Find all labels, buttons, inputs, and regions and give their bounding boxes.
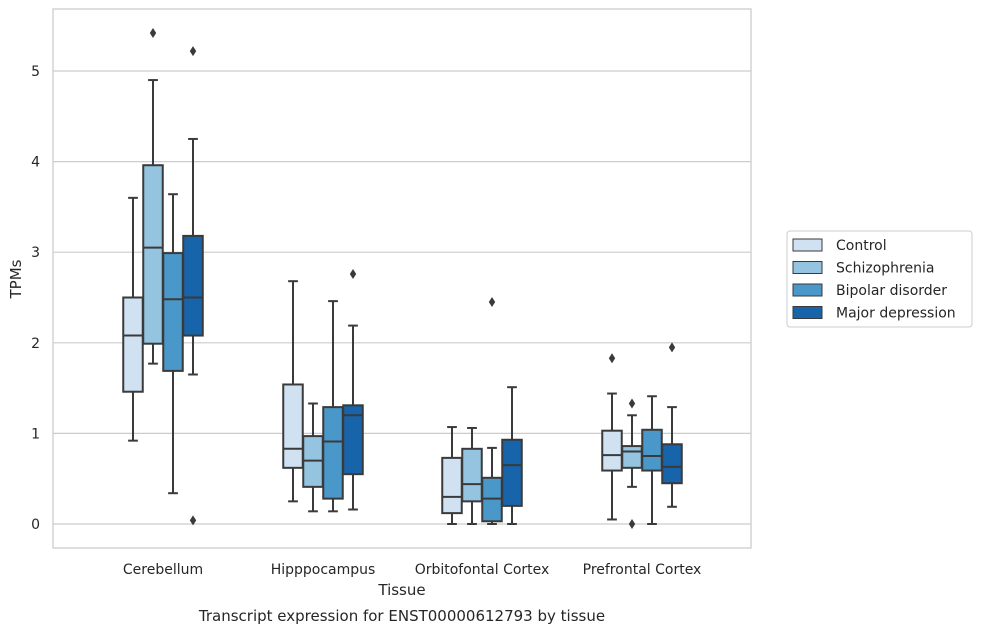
box-bipolar-disorder: [162, 193, 184, 495]
iqr-box: [641, 428, 663, 472]
iqr-box: [282, 383, 304, 469]
outlier-point: [488, 297, 496, 308]
x-tick-label: Cerebellum: [123, 562, 203, 578]
y-tick-label: 1: [31, 426, 40, 442]
x-tick-label: Orbitofontal Cortex: [415, 562, 550, 578]
legend-frame: [786, 230, 973, 328]
outlier-point: [149, 27, 157, 38]
outlier-point: [668, 342, 676, 353]
legend-label: Control: [836, 238, 887, 254]
iqr-box: [661, 443, 683, 485]
box-bipolar-disorder: [481, 297, 503, 525]
iqr-box: [182, 234, 204, 337]
y-tick-label: 2: [31, 336, 40, 352]
x-tick-label: Hipppocampus: [271, 562, 376, 578]
box-schizophrenia: [621, 398, 643, 529]
legend-label: Major depression: [836, 306, 956, 322]
box-schizophrenia: [142, 27, 164, 365]
legend-swatch: [792, 261, 823, 274]
box-major-depression: [182, 46, 204, 526]
iqr-box: [342, 404, 364, 476]
outlier-point: [608, 353, 616, 364]
iqr-box: [601, 429, 623, 472]
iqr-box: [322, 406, 344, 500]
outlier-point: [349, 268, 357, 279]
iqr-box: [461, 447, 483, 503]
iqr-box: [441, 456, 463, 515]
legend: Control Schizophrenia Bipolar disorder Majo…: [786, 230, 973, 328]
box-control: [441, 426, 463, 525]
legend-label: Bipolar disorder: [836, 283, 947, 299]
legend-swatch: [792, 238, 823, 252]
y-tick-labels: 0 1 2 3 4 5: [31, 64, 40, 533]
chart-caption: Transcript expression for ENST0000061279…: [198, 607, 605, 625]
y-tick-label: 5: [31, 64, 40, 80]
box-control: [122, 196, 144, 442]
box-bipolar-disorder: [322, 300, 344, 513]
box-major-depression: [661, 342, 683, 508]
legend-label: Schizophrenia: [836, 261, 934, 277]
box-control: [282, 280, 304, 503]
box-bipolar-disorder: [641, 395, 663, 525]
box-schizophrenia: [461, 426, 483, 525]
y-tick-label: 3: [31, 245, 40, 261]
box-schizophrenia: [302, 402, 324, 513]
box-major-depression: [501, 386, 523, 525]
boxes-layer: [122, 27, 683, 529]
outlier-point: [189, 515, 197, 526]
box-major-depression: [342, 268, 364, 511]
iqr-box: [122, 296, 144, 393]
outlier-point: [189, 46, 197, 57]
y-tick-label: 4: [31, 155, 40, 171]
iqr-box: [142, 164, 164, 345]
legend-swatch: [792, 283, 823, 297]
outlier-point: [628, 519, 636, 529]
x-tick-labels: Cerebellum Hipppocampus Orbitofontal Corte…: [123, 562, 701, 578]
y-axis-label: TPMs: [7, 259, 25, 299]
y-tick-label: 0: [31, 517, 40, 533]
legend-swatch: [792, 306, 823, 319]
x-axis-label: Tissue: [377, 581, 425, 599]
axes-frame: [52, 8, 752, 549]
box-control: [601, 353, 623, 521]
outlier-point: [628, 398, 636, 409]
iqr-box: [621, 445, 643, 469]
iqr-box: [162, 252, 184, 372]
x-tick-label: Prefrontal Cortex: [583, 562, 702, 578]
iqr-box: [501, 438, 523, 507]
